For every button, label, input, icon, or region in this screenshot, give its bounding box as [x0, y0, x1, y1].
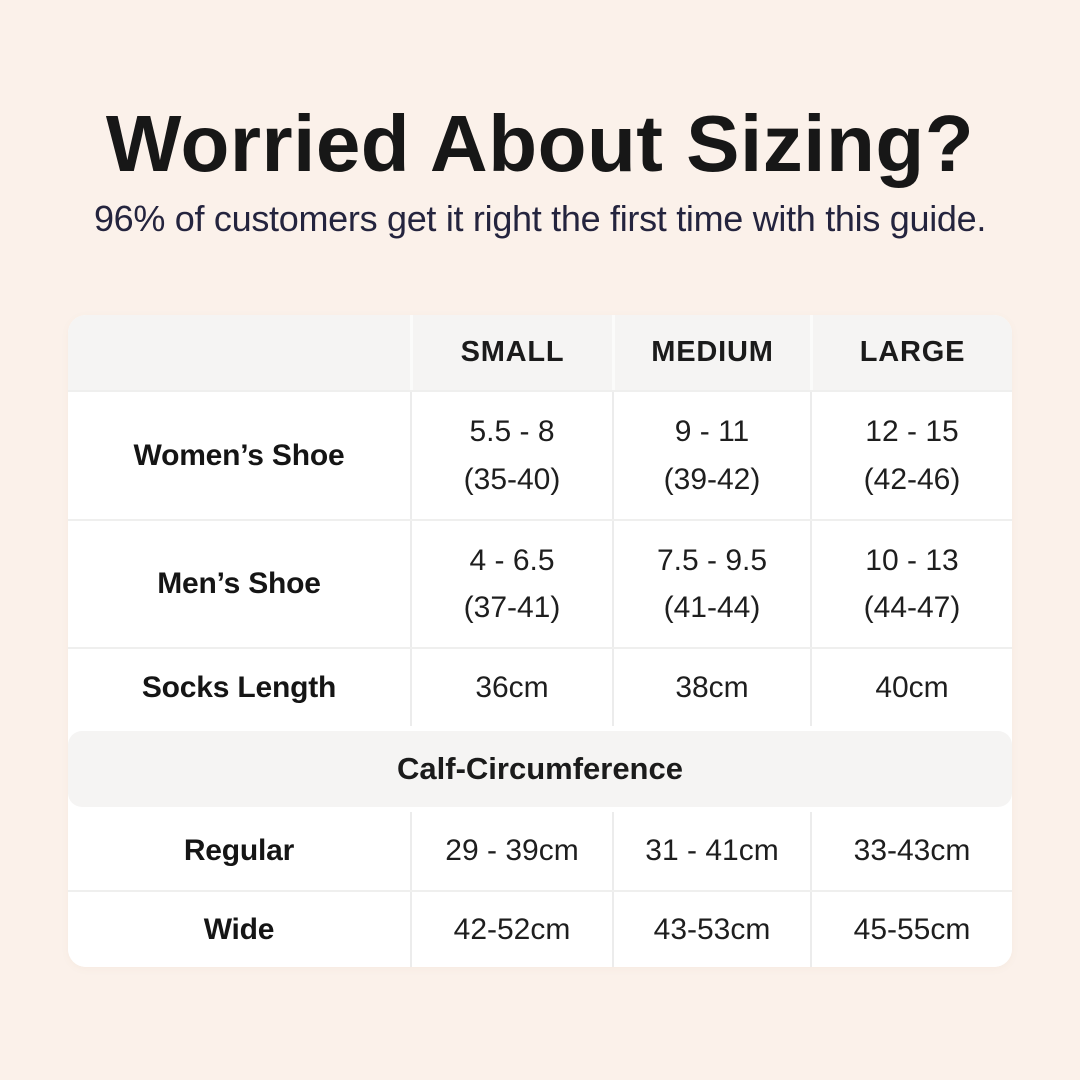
section-header-label: Calf-Circumference — [397, 751, 683, 786]
socks-length-medium-value: 38cm — [612, 649, 810, 726]
column-header-large: LARGE — [810, 315, 1012, 390]
regular-medium-value: 31 - 41cm — [612, 812, 810, 890]
womens-shoe-medium-value: 9 - 11 (39-42) — [612, 392, 810, 519]
mens-shoe-large-value: 10 - 13 (44-47) — [810, 521, 1012, 647]
regular-large-value: 33-43cm — [810, 812, 1012, 890]
header-empty-cell — [68, 315, 410, 390]
row-label-socks-length: Socks Length — [141, 670, 337, 704]
table-row-womens-shoe: Women’s Shoe 5.5 - 8 (35-40) 9 - 11 (39-… — [68, 390, 1012, 519]
wide-medium-value: 43-53cm — [612, 892, 810, 967]
size-table: SMALL MEDIUM LARGE Women’s Shoe 5.5 - 8 … — [68, 315, 1012, 967]
row-label-wide: Wide — [203, 912, 275, 946]
womens-shoe-small-value: 5.5 - 8 (35-40) — [410, 392, 612, 519]
mens-shoe-small-value: 4 - 6.5 (37-41) — [410, 521, 612, 647]
page-subtitle: 96% of customers get it right the first … — [93, 198, 987, 239]
table-row-wide: Wide 42-52cm 43-53cm 45-55cm — [68, 890, 1012, 967]
table-row-socks-length: Socks Length 36cm 38cm 40cm — [68, 647, 1012, 726]
wide-large-value: 45-55cm — [810, 892, 1012, 967]
table-header-row: SMALL MEDIUM LARGE — [68, 315, 1012, 390]
row-label-regular: Regular — [183, 834, 295, 867]
row-label-mens-shoe: Men’s Shoe — [157, 567, 321, 600]
socks-length-large-value: 40cm — [810, 649, 1012, 726]
page-header: Worried About Sizing? 96% of customers g… — [0, 0, 1080, 240]
wide-small-value: 42-52cm — [410, 892, 612, 967]
table-row-mens-shoe: Men’s Shoe 4 - 6.5 (37-41) 7.5 - 9.5 (41… — [68, 519, 1012, 647]
table-row-regular: Regular 29 - 39cm 31 - 41cm 33-43cm — [68, 812, 1012, 890]
womens-shoe-large-value: 12 - 15 (42-46) — [810, 392, 1012, 519]
socks-length-small-value: 36cm — [410, 649, 612, 726]
column-header-small: SMALL — [410, 315, 612, 390]
section-header-calf-circumference: Calf-Circumference — [68, 731, 1012, 807]
page-title: Worried About Sizing? — [105, 99, 975, 188]
mens-shoe-medium-value: 7.5 - 9.5 (41-44) — [612, 521, 810, 647]
row-label-womens-shoe: Women’s Shoe — [133, 438, 345, 472]
column-header-medium: MEDIUM — [612, 315, 810, 390]
regular-small-value: 29 - 39cm — [410, 812, 612, 890]
